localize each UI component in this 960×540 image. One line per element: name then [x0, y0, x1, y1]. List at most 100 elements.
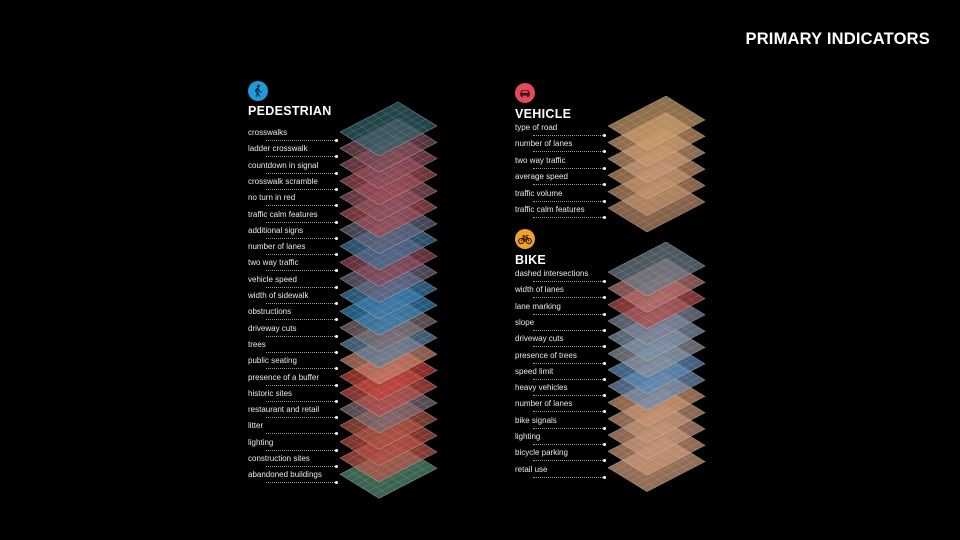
- leader-line: [266, 303, 335, 304]
- leader-dot: [603, 280, 606, 283]
- leader-dot: [335, 318, 338, 322]
- leader-dot: [603, 150, 606, 154]
- pedestrian-indicator-crosswalks: crosswalks: [248, 128, 288, 137]
- vehicle-indicator-traffic-volume: traffic volume: [515, 188, 563, 198]
- leader-dot: [335, 236, 338, 240]
- leader-dot: [335, 204, 338, 208]
- pedestrian-indicator-construction-sites: construction sites: [248, 454, 310, 463]
- vehicle-indicator-average-speed: average speed: [515, 172, 568, 182]
- leader-dot: [335, 432, 338, 436]
- leader-line: [533, 476, 603, 478]
- pedestrian-indicator-restaurant-and-retail: restaurant and retail: [248, 405, 320, 415]
- vehicle-indicator-number-of-lanes: number of lanes: [515, 139, 573, 149]
- leader-dot: [603, 328, 606, 332]
- bike-indicator-retail-use: retail use: [515, 464, 548, 474]
- leader-dot: [335, 155, 338, 159]
- pedestrian-layer-crosswalks: [339, 101, 438, 157]
- leader-line: [266, 286, 335, 288]
- leader-dot: [335, 383, 338, 387]
- leader-line: [533, 217, 603, 218]
- leader-line: [533, 281, 603, 282]
- vehicle-layer-stack: [607, 95, 706, 233]
- pedestrian-indicator-two-way-traffic: two way traffic: [248, 258, 299, 268]
- leader-line: [533, 151, 603, 153]
- leader-line: [533, 184, 603, 186]
- leader-line: [266, 254, 335, 256]
- pedestrian-indicator-presence-of-a-buffer: presence of a buffer: [248, 372, 320, 382]
- bike-indicator-presence-of-trees: presence of trees: [515, 350, 577, 360]
- leader-line: [266, 156, 335, 158]
- leader-line: [533, 444, 603, 445]
- leader-dot: [335, 220, 338, 224]
- bike-indicator-speed-limit: speed limit: [515, 366, 554, 376]
- leader-dot: [335, 334, 338, 338]
- bike-indicator-heavy-vehicles: heavy vehicles: [515, 383, 568, 393]
- leader-dot: [603, 216, 606, 219]
- leader-line: [266, 351, 335, 353]
- leader-line: [266, 188, 335, 190]
- vehicle-indicator-traffic-calm-features: traffic calm features: [515, 205, 585, 214]
- pedestrian-indicator-countdown-in-signal: countdown in signal: [248, 160, 319, 170]
- leader-dot: [335, 187, 338, 191]
- leader-dot: [335, 285, 338, 289]
- pedestrian-indicator-vehicle-speed: vehicle speed: [248, 274, 297, 284]
- pedestrian-indicator-additional-signs: additional signs: [248, 225, 304, 235]
- pedestrian-layer-stack: [339, 101, 438, 499]
- leader-line: [533, 329, 603, 331]
- leader-line: [266, 237, 335, 239]
- leader-dot: [603, 312, 606, 316]
- leader-dot: [335, 367, 338, 371]
- leader-dot: [603, 459, 606, 463]
- leader-dot: [603, 443, 606, 446]
- bike-indicator-lane-marking: lane marking: [515, 301, 561, 311]
- pedestrian-indicator-traffic-calm-features: traffic calm features: [248, 209, 318, 219]
- leader-line: [533, 135, 603, 136]
- leader-dot: [335, 465, 338, 468]
- leader-dot: [603, 377, 606, 381]
- bike-layer-stack: [607, 241, 706, 492]
- leader-dot: [603, 134, 606, 137]
- leader-dot: [603, 199, 606, 203]
- leader-line: [266, 319, 335, 321]
- leader-dot: [335, 139, 338, 142]
- leader-line: [533, 427, 603, 429]
- leader-dot: [335, 481, 338, 485]
- pedestrian-indicator-litter: litter: [248, 421, 264, 431]
- pedestrian-indicator-crosswalk-scramble: crosswalk scramble: [248, 176, 318, 186]
- pedestrian-walking-icon: [248, 81, 268, 101]
- leader-dot: [603, 475, 606, 479]
- leader-line: [533, 200, 603, 202]
- leader-line: [266, 221, 335, 223]
- leader-line: [266, 417, 335, 419]
- leader-line: [533, 313, 603, 315]
- section-title-bike: BIKE: [515, 253, 547, 267]
- leader-line: [266, 140, 335, 141]
- pedestrian-indicator-driveway-cuts: driveway cuts: [248, 323, 297, 333]
- leader-line: [266, 205, 335, 207]
- pedestrian-indicator-ladder-crosswalk: ladder crosswalk: [248, 144, 308, 154]
- pedestrian-indicator-abandoned-buildings: abandoned buildings: [248, 470, 322, 480]
- leader-dot: [603, 166, 606, 170]
- leader-dot: [335, 399, 338, 403]
- pedestrian-indicator-trees: trees: [248, 339, 266, 349]
- leader-line: [533, 395, 603, 397]
- vehicle-indicator-type-of-road: type of road: [515, 123, 558, 132]
- leader-dot: [603, 426, 606, 430]
- pedestrian-indicator-width-of-sidewalk: width of sidewalk: [248, 291, 309, 300]
- vehicle-layer-type-of-road: [607, 95, 706, 151]
- page-title: PRIMARY INDICATORS: [745, 30, 930, 48]
- leader-dot: [603, 361, 606, 365]
- leader-line: [266, 384, 335, 386]
- pedestrian-indicator-historic-sites: historic sites: [248, 388, 293, 398]
- leader-dot: [603, 296, 606, 300]
- bike-indicator-dashed-intersections: dashed intersections: [515, 269, 589, 278]
- bike-layer-dashed-intersections: [607, 241, 706, 297]
- leader-dot: [335, 171, 338, 175]
- bike-indicator-driveway-cuts: driveway cuts: [515, 334, 564, 344]
- leader-dot: [603, 183, 606, 187]
- leader-dot: [335, 302, 338, 305]
- leader-line: [266, 482, 335, 484]
- pedestrian-indicator-obstructions: obstructions: [248, 307, 292, 317]
- leader-line: [266, 449, 335, 451]
